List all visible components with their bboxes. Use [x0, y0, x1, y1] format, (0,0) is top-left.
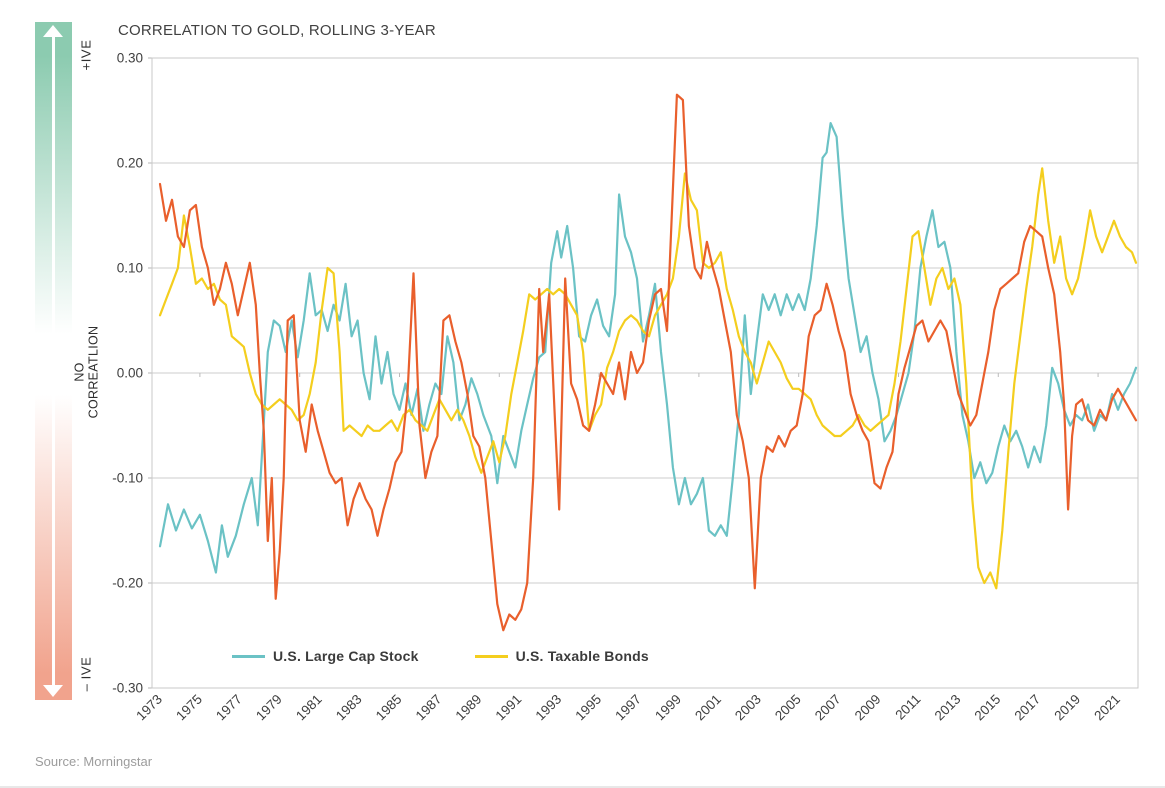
- svg-text:1975: 1975: [173, 692, 205, 724]
- x-tick-label: 2003: [732, 692, 764, 724]
- svg-text:1973: 1973: [133, 692, 165, 724]
- svg-text:1999: 1999: [652, 692, 684, 724]
- y-tick-label: -0.10: [112, 471, 143, 486]
- svg-text:1991: 1991: [493, 692, 525, 724]
- x-tick-label: 1973: [133, 692, 165, 724]
- x-tick-label: 1985: [373, 692, 405, 724]
- legend-swatch-large-cap-stock: [232, 654, 265, 658]
- correlation-gradient-bar: [35, 22, 72, 700]
- legend-item-large-cap-stock: U.S. Large Cap Stock: [232, 648, 419, 664]
- series-us-taxable-bonds: [158, 167, 1138, 590]
- x-tick-label: 1991: [493, 692, 525, 724]
- x-tick-label: 1999: [652, 692, 684, 724]
- svg-text:2005: 2005: [772, 692, 804, 724]
- x-tick-label: 1995: [572, 692, 604, 724]
- x-tick-label: 2007: [812, 692, 844, 724]
- x-tick-label: 2009: [852, 692, 884, 724]
- svg-text:1979: 1979: [253, 692, 285, 724]
- svg-text:1981: 1981: [293, 692, 325, 724]
- svg-text:2013: 2013: [932, 692, 964, 724]
- series-us-large-cap-stock: [158, 121, 1138, 574]
- svg-text:2011: 2011: [892, 692, 923, 723]
- arrow-down-icon: [43, 685, 63, 697]
- page-bottom-divider: [0, 786, 1165, 788]
- y-tick-label: -0.20: [112, 576, 143, 591]
- legend-swatch-taxable-bonds: [474, 654, 508, 658]
- svg-text:2017: 2017: [1011, 692, 1043, 724]
- y-tick-label: 0.20: [117, 156, 143, 171]
- legend-item-taxable-bonds: U.S. Taxable Bonds: [474, 648, 649, 664]
- x-tick-label: 2001: [692, 692, 724, 724]
- plot-border: [151, 57, 1139, 689]
- legend-label-large-cap-stock: U.S. Large Cap Stock: [273, 648, 419, 664]
- svg-text:1987: 1987: [413, 692, 445, 724]
- series-unlabeled-orange: [158, 93, 1138, 632]
- svg-text:1995: 1995: [572, 692, 604, 724]
- svg-text:2021: 2021: [1091, 692, 1123, 724]
- y-tick-label: -0.30: [112, 681, 143, 696]
- chart-title: CORRELATION TO GOLD, ROLLING 3-YEAR: [118, 22, 436, 39]
- arrow-up-icon: [43, 25, 63, 37]
- x-tick-label: 2021: [1091, 692, 1123, 724]
- x-tick-label: 1977: [213, 692, 245, 724]
- x-tick-label: 1997: [612, 692, 644, 724]
- svg-text:1997: 1997: [612, 692, 644, 724]
- x-tick-label: 1987: [413, 692, 445, 724]
- y-tick-label: 0.10: [117, 261, 143, 276]
- svg-text:1993: 1993: [532, 692, 564, 724]
- double-arrow-shaft: [52, 34, 55, 688]
- x-tick-label: 2017: [1011, 692, 1043, 724]
- svg-text:1989: 1989: [453, 692, 485, 724]
- chart-legend: U.S. Large Cap Stock U.S. Taxable Bonds: [232, 648, 649, 664]
- source-attribution: Source: Morningstar: [35, 754, 153, 769]
- svg-text:1977: 1977: [213, 692, 245, 724]
- x-tick-label: 1983: [333, 692, 365, 724]
- svg-text:2009: 2009: [852, 692, 884, 724]
- x-tick-label: 2013: [932, 692, 964, 724]
- x-tick-label: 2015: [972, 692, 1004, 724]
- x-tick-label: 1981: [293, 692, 325, 724]
- svg-text:1985: 1985: [373, 692, 405, 724]
- x-tick-label: 1993: [532, 692, 564, 724]
- svg-text:2001: 2001: [692, 692, 724, 724]
- legend-label-taxable-bonds: U.S. Taxable Bonds: [515, 648, 649, 664]
- svg-text:2019: 2019: [1051, 692, 1083, 724]
- x-tick-label: 2005: [772, 692, 804, 724]
- x-tick-label: 1979: [253, 692, 285, 724]
- x-tick-label: 1989: [453, 692, 485, 724]
- svg-text:2007: 2007: [812, 692, 844, 724]
- svg-text:2003: 2003: [732, 692, 764, 724]
- y-tick-label: 0.00: [117, 366, 143, 381]
- x-tick-label: 1975: [173, 692, 205, 724]
- svg-text:1983: 1983: [333, 692, 365, 724]
- x-tick-label: 2019: [1051, 692, 1083, 724]
- svg-text:2015: 2015: [972, 692, 1004, 724]
- x-tick-label: 2011: [892, 692, 923, 723]
- y-tick-label: 0.30: [117, 51, 143, 66]
